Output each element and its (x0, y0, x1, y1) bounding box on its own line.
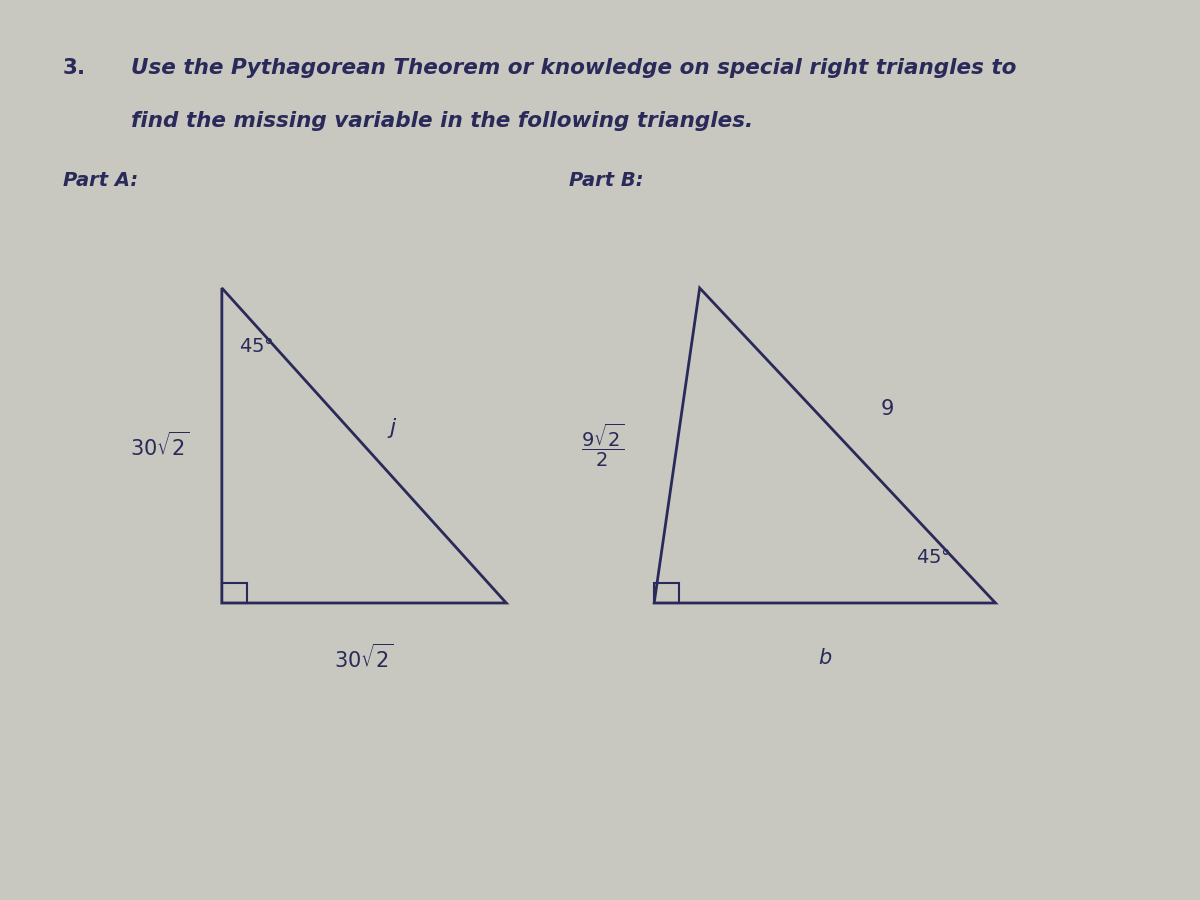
Text: $45°$: $45°$ (239, 338, 274, 356)
Text: $9$: $9$ (881, 400, 894, 419)
Text: Part A:: Part A: (62, 171, 138, 190)
Text: $45°$: $45°$ (916, 548, 950, 567)
Text: $30\sqrt{2}$: $30\sqrt{2}$ (335, 644, 394, 672)
Text: Part B:: Part B: (569, 171, 643, 190)
Text: $j$: $j$ (386, 416, 397, 439)
Text: Use the Pythagorean Theorem or knowledge on special right triangles to: Use the Pythagorean Theorem or knowledge… (131, 58, 1016, 78)
Text: $30\sqrt{2}$: $30\sqrt{2}$ (130, 431, 190, 460)
Text: $b$: $b$ (817, 648, 832, 668)
Text: 3.: 3. (62, 58, 85, 78)
Text: $\dfrac{9\sqrt{2}}{2}$: $\dfrac{9\sqrt{2}}{2}$ (581, 422, 624, 469)
Text: find the missing variable in the following triangles.: find the missing variable in the followi… (131, 111, 752, 130)
